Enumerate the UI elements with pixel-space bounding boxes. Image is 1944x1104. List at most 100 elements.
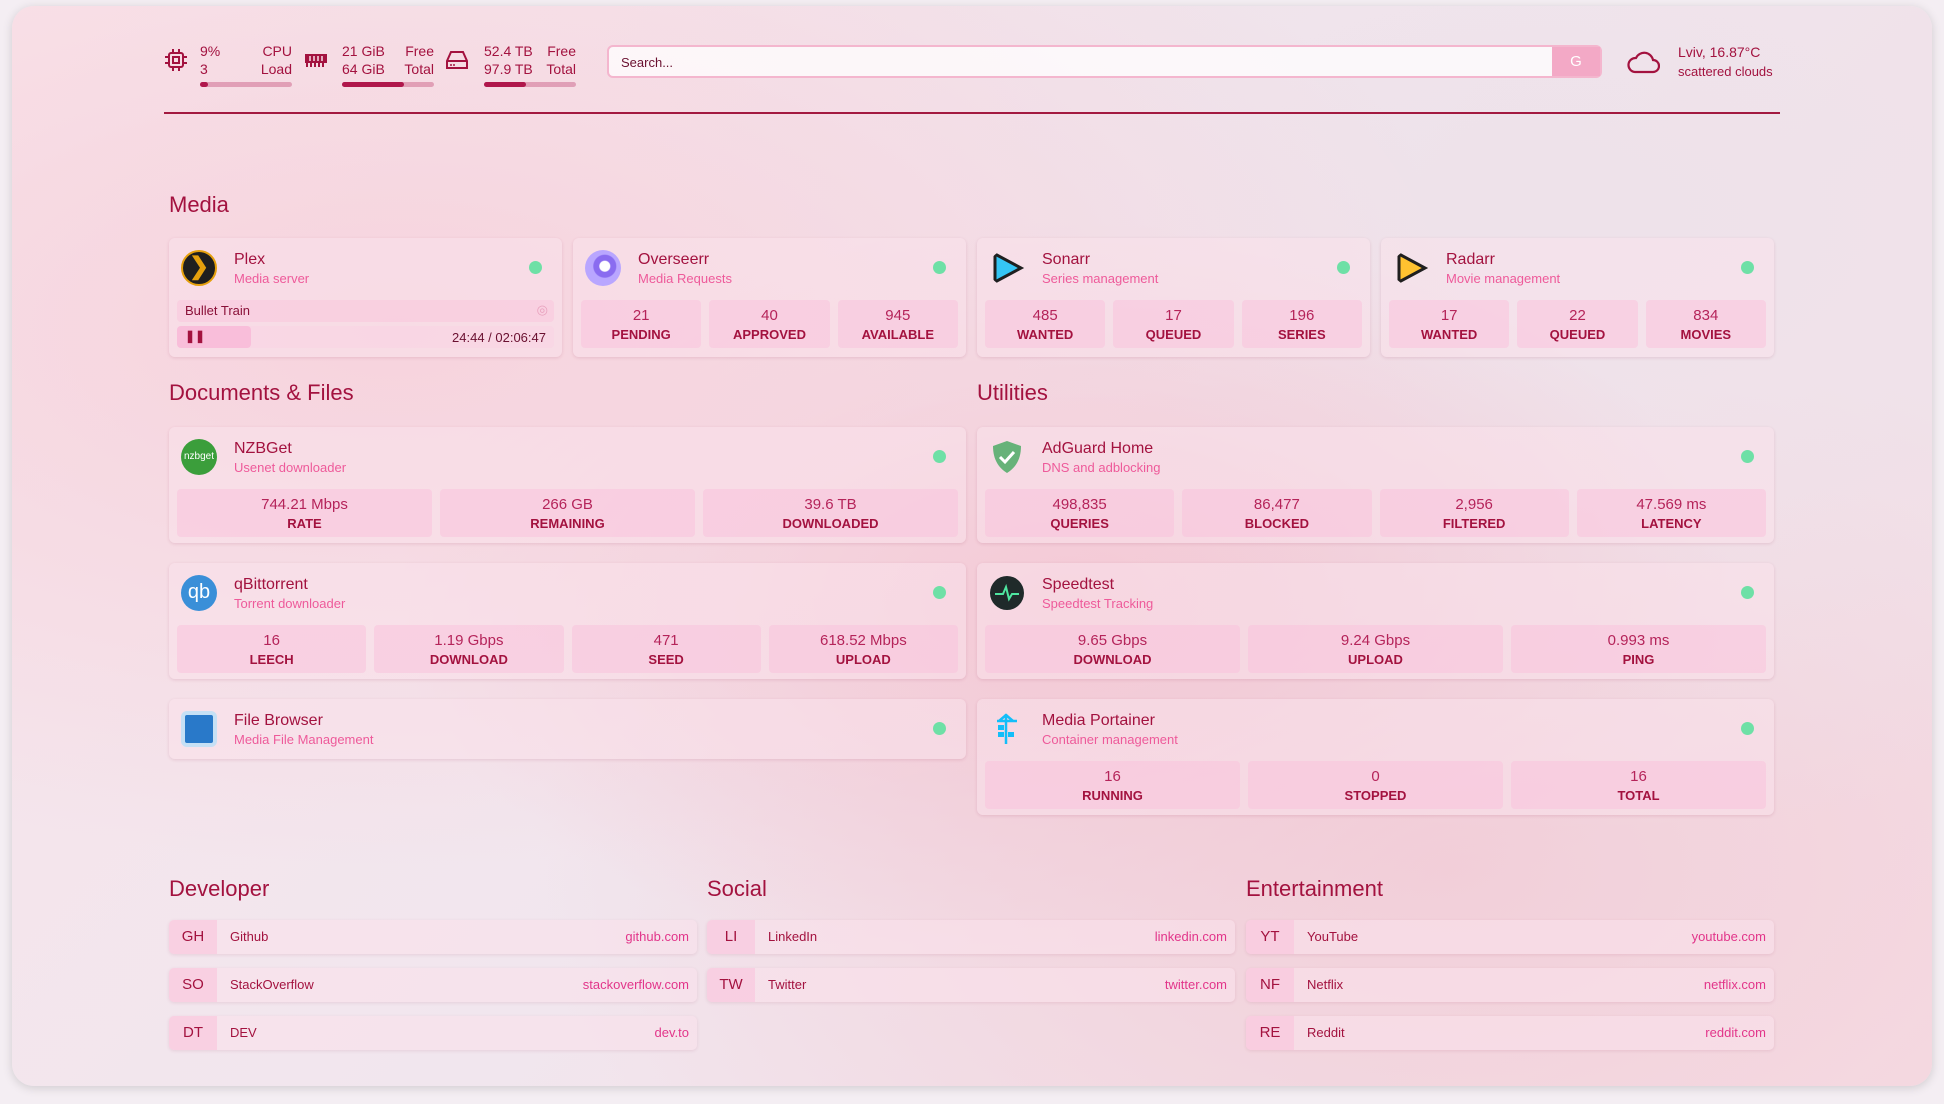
stat-value: 17 [1165,307,1182,324]
service-card-qbittorrent[interactable]: qb qBittorrent Torrent downloader 16 LEEC… [169,563,966,679]
stats-row: 16 RUNNING 0 STOPPED 16 TOTAL [985,761,1766,809]
stat-block: 9.65 Gbps DOWNLOAD [985,625,1240,673]
disk-free: 52.4 TB [484,43,533,59]
sonarr-icon [993,251,1025,285]
stat-label: MOVIES [1680,327,1732,342]
service-card-file-browser[interactable]: File Browser Media File Management [169,699,966,759]
radarr-icon [1397,251,1429,285]
bookmark-name: Twitter [768,977,807,992]
service-description: Movie management [1446,271,1561,286]
stat-value: 2,956 [1455,496,1493,513]
bookmark-netflix[interactable]: NF Netflix netflix.com [1246,968,1774,1002]
bookmark-dev[interactable]: DT DEV dev.to [169,1016,697,1050]
cpu-stat: 9% 3 CPU Load [200,42,292,87]
stat-block: 9.24 Gbps UPLOAD [1248,625,1503,673]
stat-value: 9.24 Gbps [1340,632,1411,649]
status-online-indicator [1741,722,1754,735]
section-heading-social: Social [707,876,767,901]
stat-label: APPROVED [733,327,806,342]
stat-value: 9.65 Gbps [1077,632,1148,649]
stat-block: 498,835 QUERIES [985,489,1175,537]
weather-location-temp: Lviv, 16.87°C [1678,44,1761,60]
bookmark-name: Netflix [1307,977,1344,992]
bookmark-abbr: LI [707,920,755,954]
stat-value: 47.569 ms [1636,496,1707,513]
stat-label: WANTED [1420,327,1478,342]
service-name[interactable]: Radarr [1446,251,1495,268]
stat-label: PING [1622,652,1655,667]
status-online-indicator [1741,450,1754,463]
bookmark-name: Reddit [1307,1025,1345,1040]
bookmark-twitter[interactable]: TW Twitter twitter.com [707,968,1235,1002]
bookmark-name: Github [230,929,269,944]
bookmark-github[interactable]: GH Github github.com [169,920,697,954]
service-description: Media server [234,271,310,286]
service-card-media-portainer[interactable]: Media Portainer Container management 16 R… [977,699,1774,815]
file-browser-icon [181,711,217,747]
service-name[interactable]: Overseerr [638,251,710,268]
stats-row: 21 PENDING 40 APPROVED 945 AVAILABLE [581,300,958,348]
stat-block: 471 SEED [571,625,761,673]
stat-block: 485 WANTED [985,300,1106,348]
bookmark-url: twitter.com [1164,977,1227,992]
service-name[interactable]: qBittorrent [234,576,308,593]
service-name[interactable]: Plex [234,251,266,268]
stat-block: 744.21 Mbps RATE [177,489,432,537]
dashboard: 9% 3 CPU Load 21 GiB 64 GiB Free Total 52.… [12,6,1932,1086]
memory-free: 21 GiB [342,43,385,59]
service-name[interactable]: AdGuard Home [1042,440,1154,457]
bookmark-youtube[interactable]: YT YouTube youtube.com [1246,920,1774,954]
service-name[interactable]: File Browser [234,712,323,729]
stat-block: 266 GB REMAINING [440,489,695,537]
stat-block: 17 WANTED [1389,300,1510,348]
service-name[interactable]: Media Portainer [1042,712,1155,729]
stat-value: 618.52 Mbps [820,632,907,649]
stats-row: 17 WANTED 22 QUEUED 834 MOVIES [1389,300,1766,348]
search-input[interactable]: Search... G [607,45,1602,78]
bookmark-reddit[interactable]: RE Reddit reddit.com [1246,1016,1774,1050]
service-card-overseerr[interactable]: Overseerr Media Requests 21 PENDING 40 APPR… [573,238,966,357]
stat-label: AVAILABLE [861,327,935,342]
disk-icon [446,51,468,69]
search-provider-button[interactable]: G [1552,47,1600,76]
stat-label: PENDING [611,327,671,342]
service-name[interactable]: NZBGet [234,440,292,457]
stat-block: 1.19 Gbps DOWNLOAD [374,625,564,673]
bookmark-abbr: RE [1246,1016,1294,1050]
stat-block: 16 LEECH [177,625,367,673]
cpu-icon [165,49,187,71]
pause-button[interactable]: ❚❚ [185,329,206,343]
bookmark-linkedin[interactable]: LI LinkedIn linkedin.com [707,920,1235,954]
bookmark-abbr: SO [169,968,217,1002]
stat-label: LATENCY [1641,516,1702,531]
bookmark-abbr: TW [707,968,755,1002]
service-card-nzbget[interactable]: nzbget NZBGet Usenet downloader 744.21 M… [169,427,966,543]
section-heading-media: Media [169,192,229,217]
stat-value: 16 [1630,768,1647,785]
stat-label: REMAINING [530,516,605,531]
status-online-indicator [1741,261,1754,274]
stat-label: FILTERED [1442,516,1506,531]
stat-label: TOTAL [1617,788,1660,803]
service-card-plex[interactable]: ❯ Plex Media server Bullet Train ◎ ❚❚ 24:… [169,238,562,357]
cpu-bar [200,82,292,87]
bookmark-name: DEV [230,1025,257,1040]
service-description: Series management [1042,271,1159,286]
service-card-adguard-home[interactable]: AdGuard Home DNS and adblocking 498,835 Q… [977,427,1774,543]
service-card-radarr[interactable]: Radarr Movie management 17 WANTED 22 QUEUED… [1381,238,1774,357]
stats-row: 485 WANTED 17 QUEUED 196 SERIES [985,300,1362,348]
bookmark-stackoverflow[interactable]: SO StackOverflow stackoverflow.com [169,968,697,1002]
bookmark-abbr: DT [169,1016,217,1050]
stat-label: DOWNLOADED [782,516,879,531]
bookmark-url: youtube.com [1691,929,1766,944]
stat-block: 196 SERIES [1241,300,1362,348]
bookmark-abbr: NF [1246,968,1294,1002]
stat-label: SERIES [1277,327,1326,342]
service-card-sonarr[interactable]: Sonarr Series management 485 WANTED 17 QUEU… [977,238,1370,357]
stat-value: 485 [1032,307,1058,324]
stat-label: UPLOAD [835,652,891,667]
service-name[interactable]: Speedtest [1042,576,1115,593]
service-card-speedtest[interactable]: Speedtest Speedtest Tracking 9.65 Gbps DO… [977,563,1774,679]
stat-value: 1.19 Gbps [434,632,504,649]
service-name[interactable]: Sonarr [1042,251,1091,268]
